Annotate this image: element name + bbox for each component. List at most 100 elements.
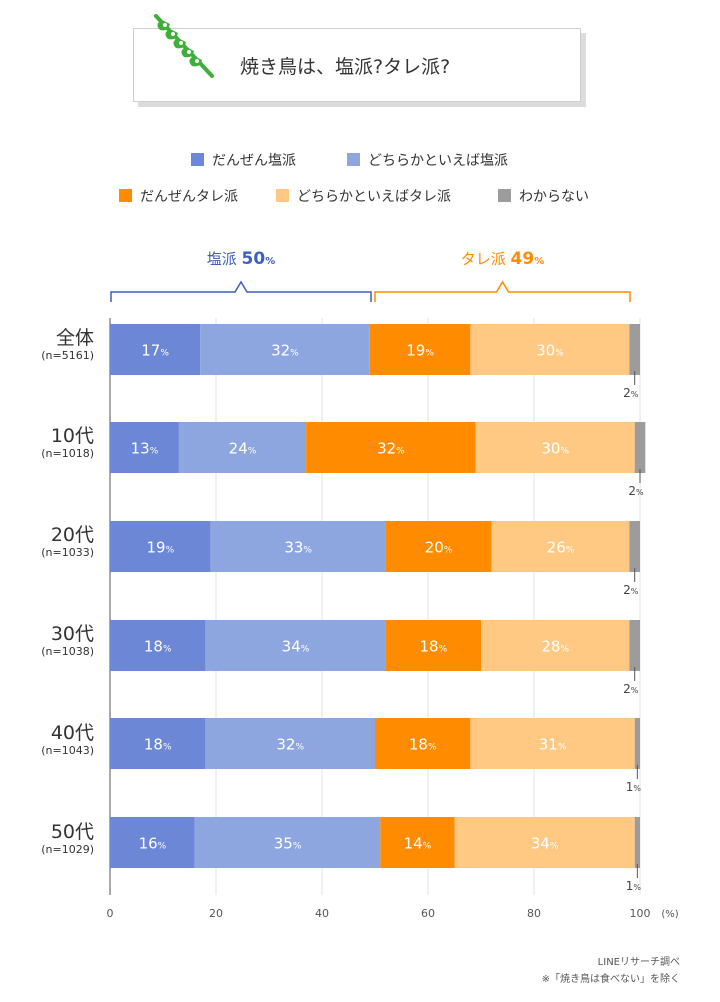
x-tick-label: 0 [107,907,114,920]
legend-item: だんぜん塩派 [191,150,296,170]
legend-label: わからない [519,189,589,205]
shio-group-label: 塩派 50% [207,249,275,269]
x-tick-label: 60 [421,907,435,920]
bar-segment [629,324,640,375]
row-label-age: 40代 [50,722,94,744]
bar-value-label: 19% [147,539,175,557]
row-label-n: (n=1029) [41,843,94,856]
footnote: ※「焼き鳥は食べない」を除く [541,974,680,985]
row-label-20s: 20代 (n=1033) [41,524,94,560]
bar-segment [491,521,630,572]
legend-label: どちらかといえばタレ派 [297,189,451,205]
bar-value-label: 24% [229,440,257,458]
bar-segment [110,422,179,473]
row-label-age: 20代 [50,524,94,546]
bar-value-label: 20% [425,539,453,557]
x-tick-label: 20 [209,907,223,920]
bar-value-label: 14% [404,835,432,853]
legend-swatch [119,189,132,202]
legend-swatch [498,189,511,202]
bar-segment [110,817,195,868]
bar-value-label: 13% [131,440,159,458]
bar-value-label: 2% [623,682,639,696]
bar-value-label: 31% [539,736,567,754]
page-title: 焼き鳥は、塩派?タレ派? [240,56,451,78]
legend-item: だんぜんタレ派 [119,186,238,206]
tare-group-label: タレ派 49% [461,249,544,269]
bar-segment [200,324,370,375]
row-label-50s: 50代 (n=1029) [41,821,94,857]
bar-segment [481,620,630,671]
x-axis-unit: (%) [661,909,678,920]
legend-item: どちらかといえばタレ派 [276,186,451,206]
source-credit: LINEリサーチ調べ [597,957,680,968]
bar-value-label: 16% [139,835,167,853]
bar-value-label: 18% [409,736,437,754]
legend-label: だんぜんタレ派 [140,189,238,205]
row-label-n: (n=1038) [41,645,94,658]
bar-segment [369,324,471,375]
legend-label: どちらかといえば塩派 [368,153,508,169]
row-label-age: 30代 [50,623,94,645]
row-label-n: (n=1033) [41,546,94,559]
row-label-age: 全体 [55,327,94,349]
title-box [133,28,581,102]
bar-value-label: 2% [623,386,639,400]
bar-segment [205,620,386,671]
x-tick-label: 40 [315,907,329,920]
bar-segment [629,620,640,671]
row-label-all: 全体 (n=5161) [41,327,94,363]
bar-segment [470,324,630,375]
bar-value-label: 2% [628,484,644,498]
bar-value-label: 28% [541,638,569,656]
x-tick-label: 100 [630,907,651,920]
bar-segment [110,620,206,671]
bar-value-label: 19% [406,342,434,360]
bar-value-label: 2% [623,583,639,597]
bar-value-label: 32% [271,342,299,360]
bar-segment [210,521,386,572]
bar-value-label: 32% [276,736,304,754]
bar-value-label: 30% [541,440,569,458]
bar-segment [375,718,471,769]
bar-segment [634,718,640,769]
row-label-30s: 30代 (n=1038) [41,623,94,659]
bar-segment [380,817,455,868]
yakitori-skewer-icon [154,14,214,78]
bar-value-label: 1% [626,780,642,794]
bar-value-label: 18% [419,638,447,656]
row-label-n: (n=5161) [41,349,94,362]
bar-segment [205,718,375,769]
bar-value-label: 26% [547,539,575,557]
bar-value-label: 17% [141,342,169,360]
row-label-40s: 40代 (n=1043) [41,722,94,758]
bar-segment [385,620,481,671]
legend-item: わからない [498,186,589,206]
legend-item: どちらかといえば塩派 [347,150,508,170]
bar-segment [475,422,635,473]
bar-segment [629,521,640,572]
bar-segment [634,422,646,473]
bar-segment [454,817,635,868]
legend-swatch [191,153,204,166]
bar-value-label: 34% [282,638,310,656]
bar-value-label: 32% [377,440,405,458]
row-label-age: 50代 [50,821,94,843]
shio-bracket [110,280,372,302]
bar-value-label: 33% [284,539,312,557]
legend-label: だんぜん塩派 [212,153,296,169]
bar-segment [110,718,206,769]
legend-swatch [276,189,289,202]
bar-segment [110,324,201,375]
row-label-age: 10代 [50,425,94,447]
bar-value-label: 35% [274,835,302,853]
tare-bracket [374,280,631,302]
bar-value-label: 18% [144,736,172,754]
legend-swatch [347,153,360,166]
bar-value-label: 1% [626,879,642,893]
bar-segment [385,521,492,572]
bar-value-label: 34% [531,835,559,853]
bar-segment [306,422,476,473]
row-label-n: (n=1043) [41,744,94,757]
